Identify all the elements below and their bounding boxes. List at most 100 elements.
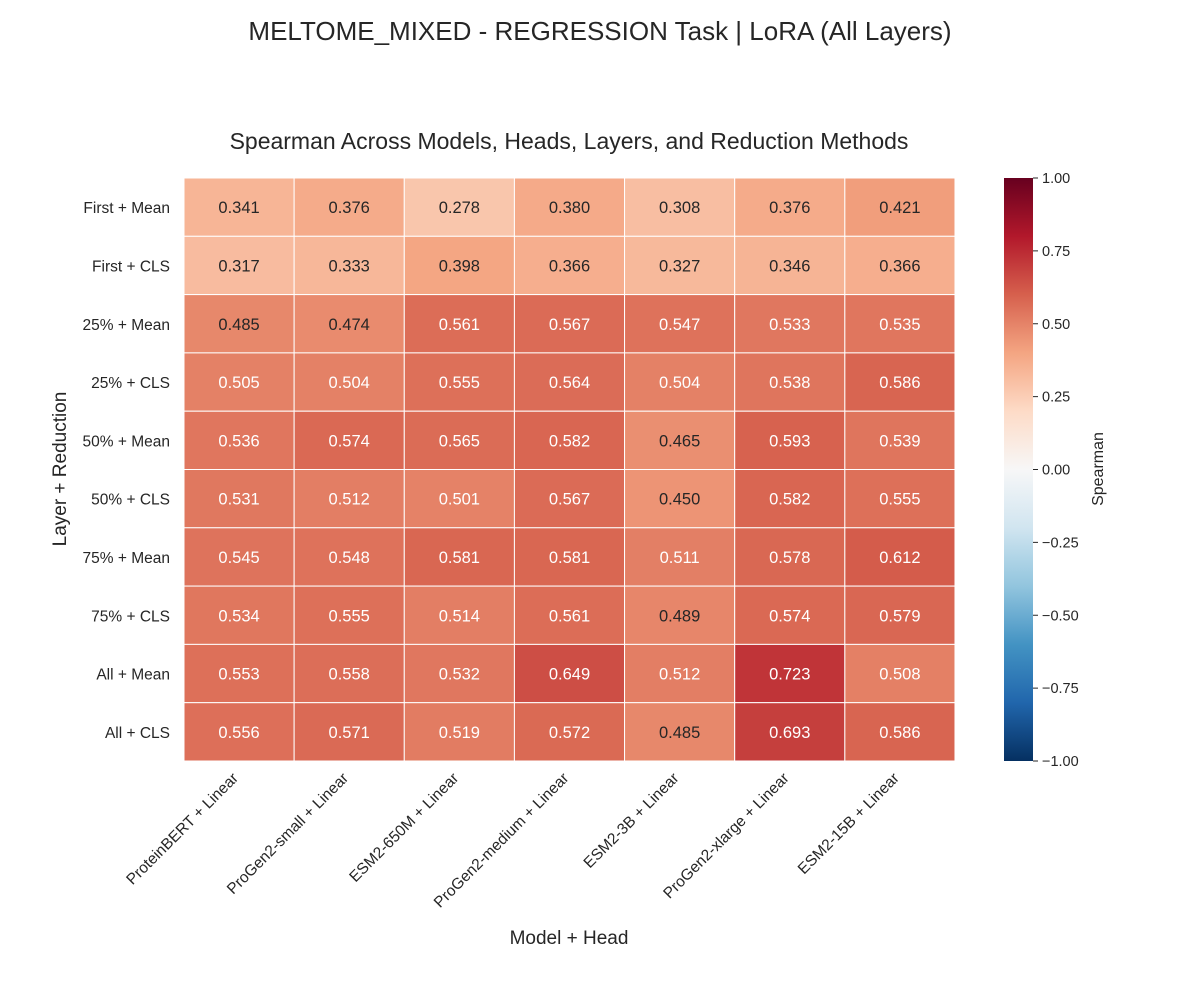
cell-value-label: 0.571	[329, 724, 370, 742]
heatmap-cell	[293, 294, 405, 354]
heatmap-cell	[844, 585, 956, 645]
heatmap-cell	[624, 177, 736, 237]
colorbar-tick-label: 0.75	[1042, 244, 1070, 260]
cell-value-label: 0.504	[329, 374, 370, 392]
cell-value-label: 0.341	[218, 199, 259, 217]
cell-value-label: 0.380	[549, 199, 590, 217]
heatmap-cell	[844, 702, 956, 762]
cell-value-label: 0.485	[218, 316, 259, 334]
heatmap-cell	[734, 585, 846, 645]
y-tick-label: First + CLS	[92, 258, 170, 275]
y-tick-label: 50% + CLS	[91, 492, 170, 509]
heatmap-cell	[183, 527, 295, 587]
heatmap-cell	[293, 585, 405, 645]
cell-value-label: 0.531	[218, 491, 259, 509]
y-tick-labels: First + Mean First + CLS 25% + Mean 25% + C…	[83, 200, 170, 742]
colorbar-tick-label: −0.50	[1042, 608, 1079, 624]
heatmap-cell	[183, 702, 295, 762]
heatmap-cell	[624, 702, 736, 762]
heatmap-cell	[624, 235, 736, 296]
colorbar	[1004, 178, 1033, 761]
cell-value-label: 0.398	[439, 257, 480, 275]
cell-value-label: 0.505	[218, 374, 259, 392]
y-tick-label: 50% + Mean	[83, 433, 170, 450]
colorbar-tick-label: 1.00	[1042, 171, 1070, 187]
cell-value-label: 0.489	[659, 607, 700, 625]
x-tick-label: ESM2-3B + Linear	[581, 770, 683, 872]
heatmap-cell	[734, 702, 846, 762]
cell-value-label: 0.512	[659, 666, 700, 684]
x-tick-label: ESM2-15B + Linear	[795, 770, 903, 878]
cell-value-label: 0.561	[549, 607, 590, 625]
cell-value-label: 0.366	[879, 257, 920, 275]
y-tick-label: 25% + CLS	[91, 375, 170, 392]
cell-value-label: 0.536	[218, 432, 259, 450]
cell-value-label: 0.578	[769, 549, 810, 567]
heatmap-cell	[293, 469, 405, 529]
heatmap-cell	[183, 410, 295, 471]
cell-value-label: 0.693	[769, 724, 810, 742]
colorbar-tick-label: −0.75	[1042, 681, 1079, 697]
cell-value-label: 0.512	[329, 491, 370, 509]
heatmap-cell	[734, 352, 846, 412]
x-tick-label: ProGen2-small + Linear	[224, 770, 352, 898]
heatmap-cell	[734, 235, 846, 296]
colorbar-tick-label: 0.50	[1042, 317, 1070, 333]
cell-value-label: 0.278	[439, 199, 480, 217]
cell-value-label: 0.572	[549, 724, 590, 742]
cell-value-label: 0.533	[769, 316, 810, 334]
colorbar-tick-label: 0.00	[1042, 463, 1070, 479]
cell-value-label: 0.532	[439, 666, 480, 684]
heatmap-cell	[403, 177, 515, 237]
cell-value-label: 0.538	[769, 374, 810, 392]
y-tick-label: All + CLS	[105, 725, 170, 742]
cell-value-label: 0.327	[659, 257, 700, 275]
cell-value-label: 0.545	[218, 549, 259, 567]
heatmap-cell	[403, 527, 515, 587]
cell-value-label: 0.612	[879, 549, 920, 567]
cell-value-label: 0.564	[549, 374, 590, 392]
cell-value-label: 0.574	[769, 607, 810, 625]
cell-value-label: 0.519	[439, 724, 480, 742]
cell-value-label: 0.556	[218, 724, 259, 742]
heatmap-cell	[624, 294, 736, 354]
heatmap-cell	[513, 177, 626, 237]
heatmap-cell	[844, 294, 956, 354]
cell-value-label: 0.514	[439, 607, 480, 625]
heatmap-cell	[513, 585, 626, 645]
y-tick-label: 75% + Mean	[83, 550, 170, 567]
cell-value-label: 0.508	[879, 666, 920, 684]
cell-value-label: 0.586	[879, 374, 920, 392]
y-axis-label: Layer + Reduction	[50, 392, 71, 547]
cell-value-label: 0.535	[879, 316, 920, 334]
heatmap-cell	[183, 177, 295, 237]
heatmap-cell	[403, 294, 515, 354]
cell-value-label: 0.511	[660, 549, 700, 567]
heatmap-cell	[183, 352, 295, 412]
cell-value-label: 0.567	[549, 316, 590, 334]
x-tick-label: ProteinBERT + Linear	[123, 770, 242, 889]
colorbar-tick-label: −0.25	[1042, 535, 1079, 551]
cell-value-label: 0.308	[659, 199, 700, 217]
cell-value-label: 0.450	[659, 491, 700, 509]
y-tick-label: 75% + CLS	[91, 608, 170, 625]
cell-value-label: 0.317	[218, 257, 259, 275]
heatmap-cell	[513, 352, 626, 412]
heatmap-cell	[293, 177, 405, 237]
cell-value-label: 0.465	[659, 432, 700, 450]
y-tick-label: All + Mean	[96, 667, 170, 684]
y-tick-label: First + Mean	[83, 200, 170, 217]
heatmap-cell	[844, 352, 956, 412]
cell-value-label: 0.567	[549, 491, 590, 509]
heatmap-cell	[293, 352, 405, 412]
heatmap-cell	[844, 469, 956, 529]
figure-suptitle: MELTOME_MIXED - REGRESSION Task | LoRA (…	[248, 16, 951, 46]
cell-value-label: 0.723	[769, 666, 810, 684]
heatmap-cell	[513, 527, 626, 587]
cell-value-label: 0.565	[439, 432, 480, 450]
heatmap-cell	[844, 235, 956, 296]
heatmap-cell	[403, 469, 515, 529]
heatmap-cell	[513, 294, 626, 354]
cell-value-label: 0.581	[549, 549, 590, 567]
